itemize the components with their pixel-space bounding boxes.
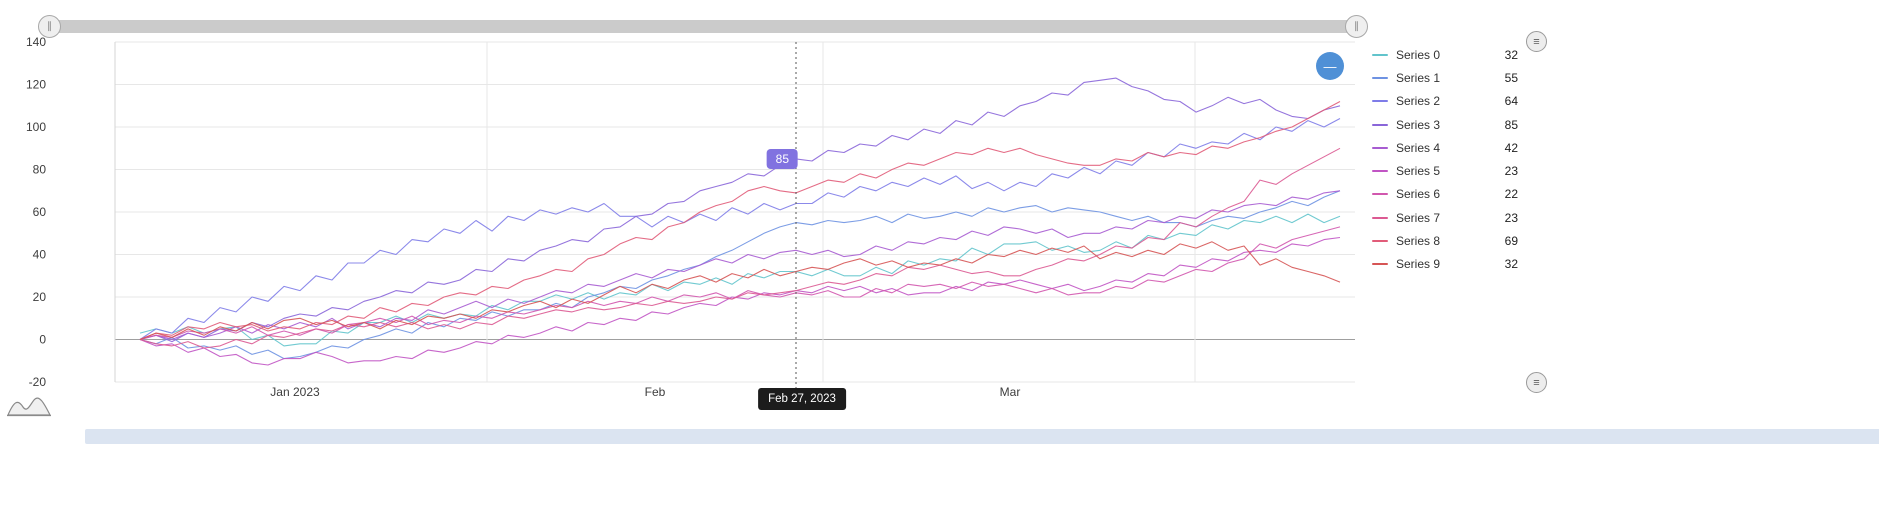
crosshair-date-tooltip: Feb 27, 2023 [758, 388, 846, 410]
drag-grip-icon: ∥ [47, 21, 52, 32]
legend-label: Series 7 [1396, 210, 1441, 225]
legend-item-8[interactable]: Series 8 69 [1372, 229, 1518, 252]
series-line-2[interactable] [139, 118, 1341, 340]
bottom-scrollbar[interactable] [85, 429, 1879, 444]
vertical-range-bottom-handle[interactable]: ≡ [1526, 372, 1547, 393]
legend-value: 85 [1504, 117, 1518, 132]
legend-line-swatch-icon [1372, 193, 1388, 196]
legend-label: Series 9 [1396, 257, 1441, 272]
y-axis-tick-label: 80 [33, 163, 47, 177]
range-slider-track[interactable]: ∥ ∥ [38, 15, 1368, 38]
grip-lines-icon: ≡ [1533, 35, 1540, 48]
series-line-7[interactable] [139, 147, 1341, 349]
series-line-8[interactable] [139, 101, 1341, 341]
legend-label: Series 0 [1396, 47, 1441, 62]
legend-line-swatch-icon [1372, 263, 1388, 266]
legend-item-4[interactable]: Series 4 42 [1372, 136, 1518, 159]
series-line-6[interactable] [139, 226, 1341, 341]
legend-label: Series 3 [1396, 117, 1441, 132]
legend-value: 23 [1504, 164, 1518, 179]
legend-value: 69 [1504, 234, 1518, 249]
y-axis-tick-label: 100 [26, 120, 46, 134]
range-slider-right-handle[interactable]: ∥ [1345, 15, 1368, 38]
drag-grip-icon: ∥ [1354, 21, 1359, 32]
legend-value: 64 [1504, 94, 1518, 109]
legend-line-swatch-icon [1372, 170, 1388, 173]
series-line-0[interactable] [139, 213, 1341, 347]
legend-label: Series 1 [1396, 70, 1441, 85]
legend-label: Series 2 [1396, 94, 1441, 109]
series-line-9[interactable] [139, 241, 1341, 341]
legend-value: 22 [1504, 187, 1518, 202]
series-line-4[interactable] [139, 190, 1341, 341]
y-axis-tick-label: 20 [33, 290, 47, 304]
legend-item-6[interactable]: Series 6 22 [1372, 183, 1518, 206]
legend-label: Series 6 [1396, 187, 1441, 202]
y-axis-tick-label: -20 [29, 375, 47, 389]
x-axis-tick-label: Mar [1000, 385, 1021, 399]
legend-line-swatch-icon [1372, 123, 1388, 126]
legend-value: 32 [1504, 257, 1518, 272]
legend-line-swatch-icon [1372, 76, 1388, 79]
legend-item-5[interactable]: Series 5 23 [1372, 159, 1518, 182]
legend-line-swatch-icon [1372, 146, 1388, 149]
legend-item-0[interactable]: Series 0 32 [1372, 43, 1518, 66]
y-axis-tick-label: 120 [26, 78, 46, 92]
range-slider-left-handle[interactable]: ∥ [38, 15, 61, 38]
minus-icon: — [1323, 58, 1337, 74]
vertical-range-top-handle[interactable]: ≡ [1526, 31, 1547, 52]
series-line-1[interactable] [139, 190, 1341, 360]
legend-line-swatch-icon [1372, 53, 1388, 56]
x-axis-tick-label: Jan 2023 [270, 385, 320, 399]
legend-line-swatch-icon [1372, 100, 1388, 103]
series-line-3[interactable] [139, 77, 1341, 343]
legend-value: 23 [1504, 210, 1518, 225]
legend-line-swatch-icon [1372, 240, 1388, 243]
legend-item-3[interactable]: Series 3 85 [1372, 113, 1518, 136]
y-axis-tick-label: 40 [33, 248, 47, 262]
legend-value: 42 [1504, 140, 1518, 155]
overview-area-shape [7, 397, 51, 416]
legend-value: 55 [1504, 70, 1518, 85]
legend-item-7[interactable]: Series 7 23 [1372, 206, 1518, 229]
x-axis-tick-label: Feb [645, 385, 666, 399]
y-axis-tick-label: 0 [39, 333, 46, 347]
y-axis-tick-label: 60 [33, 205, 47, 219]
legend: Series 0 32 Series 1 55 Series 2 64 Series 3 85… [1372, 43, 1518, 276]
legend-item-2[interactable]: Series 2 64 [1372, 90, 1518, 113]
collapse-button[interactable]: — [1316, 52, 1344, 80]
legend-item-9[interactable]: Series 9 32 [1372, 253, 1518, 276]
series-line-5[interactable] [139, 236, 1341, 366]
legend-item-1[interactable]: Series 1 55 [1372, 66, 1518, 89]
overview-icon[interactable] [6, 391, 52, 419]
legend-line-swatch-icon [1372, 216, 1388, 219]
y-axis-tick-label: 140 [26, 35, 46, 49]
crosshair-value-badge: 85 [766, 148, 798, 169]
legend-value: 32 [1504, 47, 1518, 62]
legend-label: Series 4 [1396, 140, 1441, 155]
legend-label: Series 5 [1396, 164, 1441, 179]
grip-lines-icon: ≡ [1533, 376, 1540, 389]
legend-label: Series 8 [1396, 234, 1441, 249]
